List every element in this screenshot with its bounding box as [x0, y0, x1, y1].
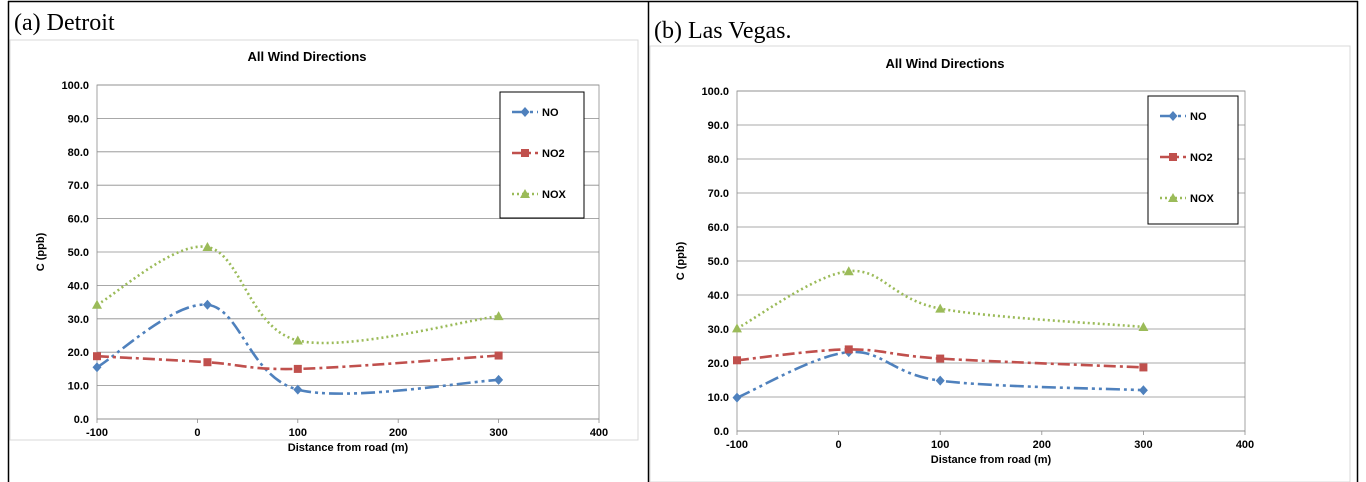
legend-entry-nox: NOX — [1190, 193, 1215, 205]
data-point-no2 — [1139, 363, 1148, 372]
series-line-nox — [96, 245, 499, 345]
y-tick-label: 80.0 — [708, 154, 729, 166]
x-tick-label: 100 — [931, 439, 949, 451]
plot-area — [736, 90, 1246, 432]
y-tick-label: 10.0 — [68, 381, 89, 393]
y-tick-label: 100.0 — [61, 80, 89, 92]
y-tick-label: 0.0 — [74, 414, 89, 426]
x-tick-label: -100 — [86, 427, 108, 439]
y-tick-label: 80.0 — [68, 147, 89, 159]
y-axis-label: C (ppb) — [675, 241, 687, 280]
data-point-no2 — [844, 345, 853, 354]
legend-marker-nox — [1168, 193, 1178, 202]
y-tick-label: 90.0 — [708, 120, 729, 132]
panel-label: (b) Las Vegas. — [654, 18, 792, 44]
y-tick-label: 60.0 — [708, 222, 729, 234]
data-point-no — [732, 392, 742, 403]
y-tick-label: 40.0 — [708, 290, 729, 302]
x-tick-label: 200 — [1033, 439, 1051, 451]
x-tick-label: 300 — [489, 427, 507, 439]
y-tick-label: 40.0 — [68, 280, 89, 292]
data-point-no — [293, 384, 303, 395]
data-point-no — [92, 362, 102, 373]
chart-title: All Wind Directions — [885, 56, 1004, 71]
data-point-nox — [732, 323, 742, 333]
y-tick-label: 90.0 — [68, 113, 89, 125]
data-point-nox — [292, 335, 303, 345]
data-point-no2 — [936, 354, 945, 363]
legend-entry-nox: NOX — [542, 189, 567, 201]
data-point-no2 — [293, 364, 302, 373]
x-tick-label: -100 — [726, 439, 748, 451]
data-point-no — [1138, 385, 1148, 396]
y-tick-label: 50.0 — [68, 247, 89, 259]
y-tick-label: 60.0 — [68, 214, 89, 226]
legend-entry-no: NO — [542, 107, 559, 119]
legend-entry-no2: NO2 — [542, 148, 565, 160]
chart-title: All Wind Directions — [247, 49, 366, 64]
x-tick-label: 200 — [389, 427, 407, 439]
series-line-no2 — [96, 354, 499, 371]
legend-marker-no — [520, 107, 530, 117]
data-point-nox — [843, 266, 854, 276]
y-tick-label: 10.0 — [708, 392, 729, 404]
plot-area — [96, 84, 600, 420]
data-point-no — [935, 375, 945, 386]
panel-label: (a) Detroit — [14, 10, 115, 36]
data-point-no — [202, 299, 212, 310]
y-tick-label: 0.0 — [714, 426, 729, 438]
x-tick-label: 300 — [1134, 439, 1152, 451]
x-axis-label: Distance from road (m) — [288, 442, 409, 454]
data-point-no2 — [494, 351, 503, 360]
series-line-no — [736, 350, 1144, 399]
y-tick-label: 70.0 — [68, 180, 89, 192]
x-tick-label: 0 — [836, 439, 842, 451]
legend-marker-no2 — [1169, 153, 1177, 161]
y-tick-label: 70.0 — [708, 188, 729, 200]
y-tick-label: 20.0 — [708, 358, 729, 370]
y-tick-label: 30.0 — [68, 314, 89, 326]
data-point-no2 — [93, 352, 101, 361]
x-axis-label: Distance from road (m) — [931, 454, 1052, 466]
y-tick-label: 20.0 — [68, 347, 89, 359]
data-point-no2 — [203, 358, 212, 367]
legend-marker-nox — [520, 189, 530, 198]
data-point-nox — [935, 303, 946, 313]
series-line-no — [96, 303, 499, 395]
y-tick-label: 50.0 — [708, 256, 729, 268]
x-tick-label: 400 — [1236, 439, 1254, 451]
legend-box — [1147, 95, 1239, 225]
x-tick-label: 100 — [289, 427, 307, 439]
x-tick-label: 0 — [194, 427, 200, 439]
data-point-no — [494, 374, 504, 385]
y-axis-label: C (ppb) — [35, 232, 47, 271]
legend-marker-no2 — [521, 149, 529, 157]
panel-detroit: (a) Detroit All Wind Directions 0.0 10.0 20.… — [9, 10, 639, 454]
y-tick-label: 30.0 — [708, 324, 729, 336]
data-point-nox — [92, 299, 102, 309]
data-point-nox — [1138, 321, 1149, 331]
data-point-no2 — [733, 356, 741, 365]
legend-entry-no: NO — [1190, 111, 1207, 123]
panel-las-vegas: (b) Las Vegas. All Wind Directions 0.0 10.0… — [649, 18, 1351, 482]
data-point-nox — [202, 241, 213, 251]
x-tick-label: 400 — [590, 427, 608, 439]
data-point-nox — [493, 311, 504, 321]
legend-marker-no — [1168, 111, 1178, 121]
series-line-no2 — [736, 348, 1144, 369]
y-tick-label: 100.0 — [701, 86, 729, 98]
legend-entry-no2: NO2 — [1190, 152, 1213, 164]
